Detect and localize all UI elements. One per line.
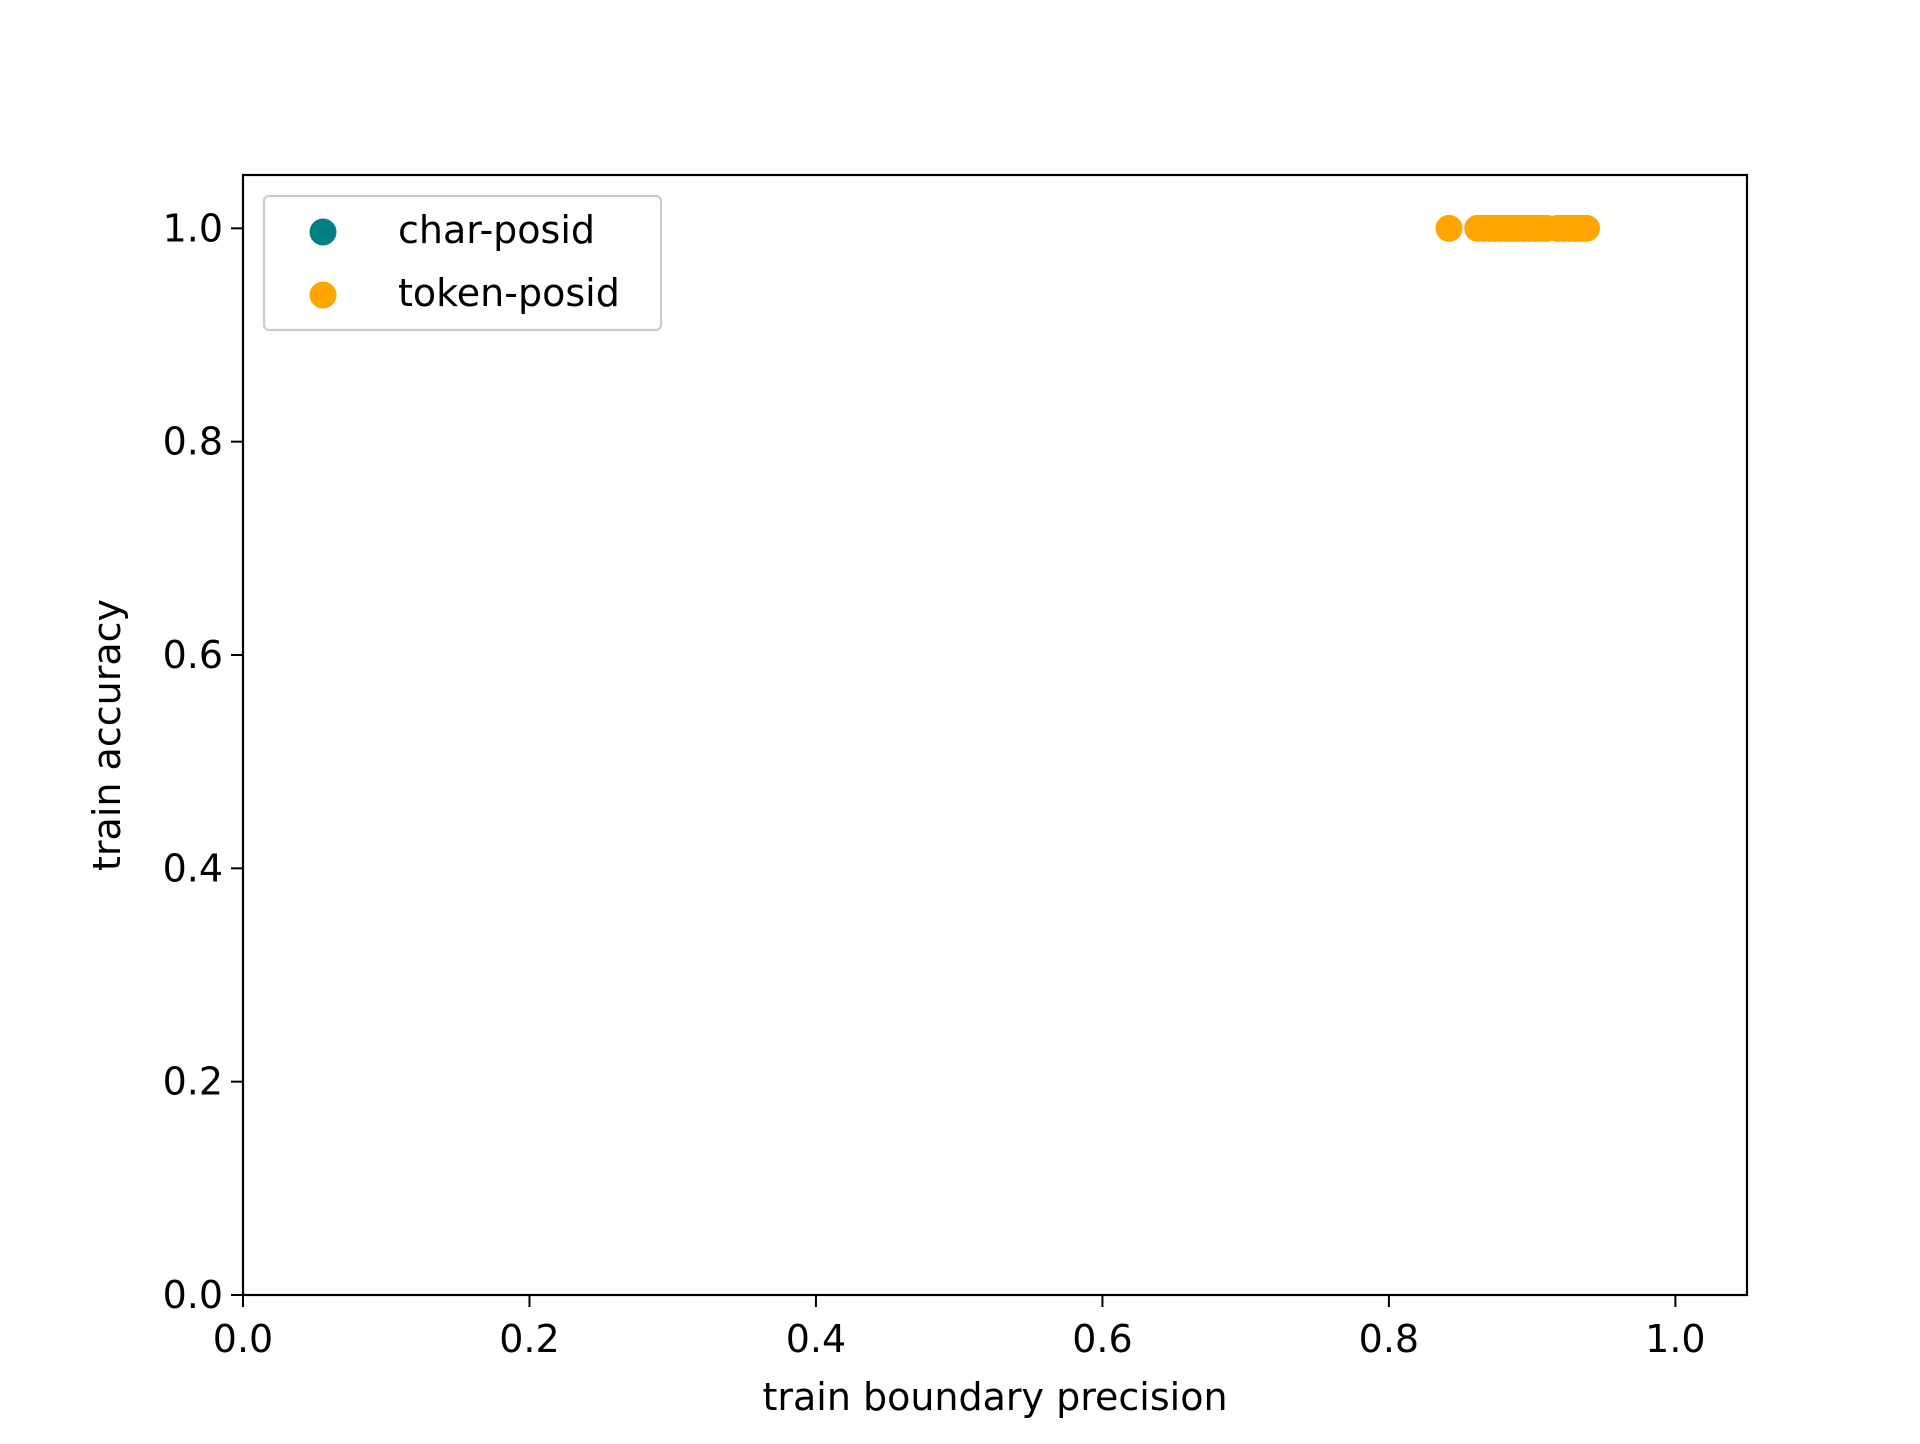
legend-marker-token-posid bbox=[309, 281, 337, 309]
y-tick-label: 0.4 bbox=[163, 846, 223, 890]
x-axis-label: train boundary precision bbox=[762, 1375, 1227, 1419]
x-tick-label: 0.2 bbox=[499, 1317, 559, 1361]
data-points bbox=[1435, 214, 1601, 242]
legend-label-token-posid: token-posid bbox=[398, 271, 620, 315]
y-axis-ticks: 0.0 0.2 0.4 0.6 0.8 1.0 bbox=[163, 206, 243, 1317]
legend-box bbox=[262, 194, 663, 332]
y-tick-label: 0.0 bbox=[163, 1273, 223, 1317]
y-tick-label: 0.8 bbox=[163, 420, 223, 464]
legend-marker-char-posid bbox=[309, 218, 337, 246]
data-point-token-posid bbox=[1573, 214, 1601, 242]
y-axis-label: train accuracy bbox=[85, 599, 129, 871]
plot-area bbox=[241, 173, 1749, 1297]
y-tick-label: 0.6 bbox=[163, 633, 223, 677]
data-point-token-posid bbox=[1435, 214, 1463, 242]
x-axis-ticks: 0.0 0.2 0.4 0.6 0.8 1.0 bbox=[213, 1295, 1706, 1361]
x-tick-label: 0.8 bbox=[1359, 1317, 1419, 1361]
x-tick-label: 0.0 bbox=[213, 1317, 273, 1361]
x-tick-label: 0.6 bbox=[1072, 1317, 1132, 1361]
x-tick-label: 0.4 bbox=[786, 1317, 846, 1361]
y-tick-label: 0.2 bbox=[163, 1060, 223, 1104]
x-tick-label: 1.0 bbox=[1645, 1317, 1705, 1361]
y-tick-label: 1.0 bbox=[163, 206, 223, 250]
legend-label-char-posid: char-posid bbox=[398, 208, 595, 252]
legend: char-posid token-posid bbox=[262, 194, 663, 332]
